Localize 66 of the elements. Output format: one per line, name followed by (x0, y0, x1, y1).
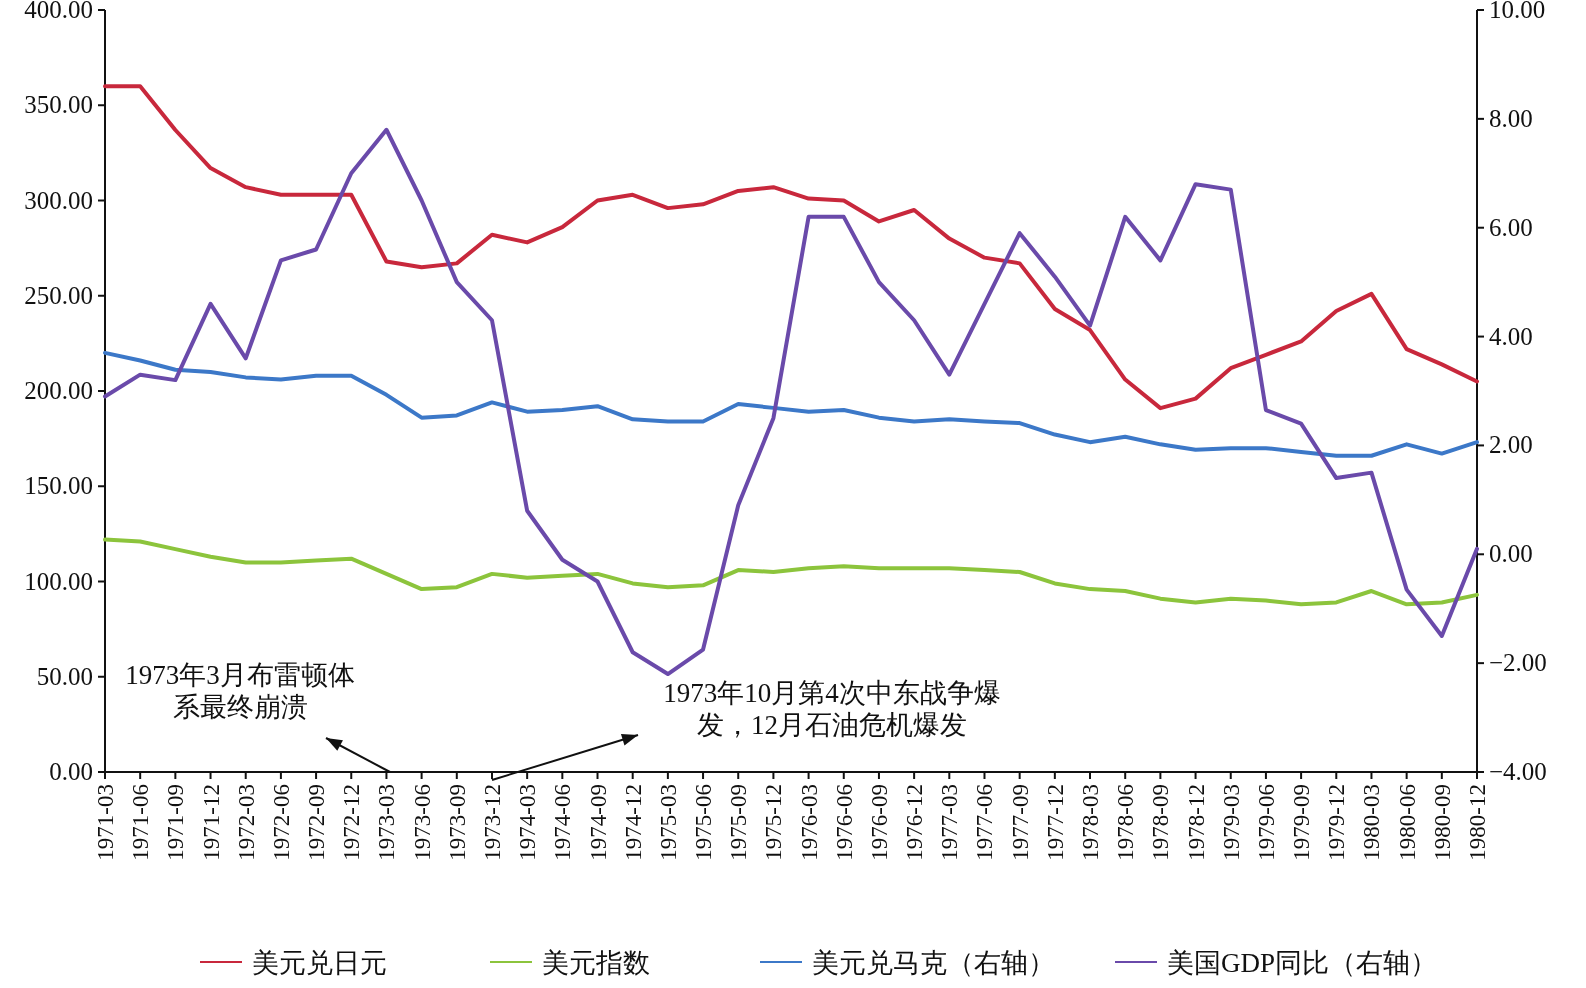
y-tick-label: 250.00 (24, 281, 93, 309)
x-tick-label: 1974-12 (620, 784, 646, 861)
x-tick-label: 1975-12 (761, 784, 787, 861)
legend-label: 美元兑日元 (252, 948, 387, 978)
x-tick-label: 1971-09 (163, 784, 189, 861)
y2-tick-label: −2.00 (1489, 649, 1547, 677)
x-tick-label: 1973-12 (479, 784, 505, 861)
x-tick-label: 1972-12 (339, 784, 365, 861)
x-tick-label: 1972-06 (268, 784, 294, 861)
y2-tick-label: 0.00 (1489, 540, 1533, 568)
y-tick-label: 400.00 (24, 0, 93, 23)
y2-tick-label: 4.00 (1489, 322, 1533, 350)
y2-tick-label: 10.00 (1489, 0, 1546, 23)
line-series (103, 350, 1479, 458)
x-tick-label: 1979-06 (1253, 784, 1279, 861)
y2-tick-label: −4.00 (1489, 758, 1547, 785)
x-tick-label: 1977-12 (1042, 784, 1068, 861)
x-tick-label: 1975-09 (726, 784, 752, 861)
x-tick-label: 1973-06 (409, 784, 435, 861)
annotation: 1973年10月第4次中东战争爆发，12月石油危机爆发 (663, 678, 1001, 740)
annotation: 1973年3月布雷顿体系最终崩溃 (125, 660, 355, 722)
x-tick-label: 1980-06 (1394, 784, 1420, 861)
x-tick-label: 1980-12 (1465, 784, 1490, 861)
x-tick-label: 1976-12 (902, 784, 928, 861)
y-tick-label: 350.00 (24, 91, 93, 119)
x-tick-label: 1978-09 (1148, 784, 1174, 861)
x-tick-label: 1972-03 (233, 784, 259, 861)
line-series (103, 537, 1479, 607)
y2-tick-label: 6.00 (1489, 213, 1533, 241)
x-tick-label: 1977-09 (1007, 784, 1033, 861)
y-tick-label: 300.00 (24, 186, 93, 214)
x-tick-label: 1974-06 (550, 784, 576, 861)
x-tick-label: 1976-06 (831, 784, 857, 861)
x-tick-label: 1978-06 (1113, 784, 1139, 861)
x-tick-label: 1979-12 (1324, 784, 1350, 861)
x-tick-label: 1973-09 (444, 784, 470, 861)
x-tick-label: 1975-06 (691, 784, 717, 861)
y-tick-label: 100.00 (24, 567, 93, 595)
x-tick-label: 1977-03 (937, 784, 963, 861)
x-tick-label: 1979-03 (1218, 784, 1244, 861)
y2-tick-label: 8.00 (1489, 104, 1533, 132)
x-tick-label: 1980-03 (1359, 784, 1385, 861)
x-tick-label: 1980-09 (1429, 784, 1455, 861)
x-tick-label: 1977-06 (972, 784, 998, 861)
y-tick-label: 200.00 (24, 377, 93, 404)
x-tick-label: 1976-09 (866, 784, 892, 861)
x-tick-label: 1976-03 (796, 784, 822, 861)
x-tick-label: 1974-09 (585, 784, 611, 861)
x-tick-label: 1978-03 (1078, 784, 1104, 861)
x-tick-label: 1979-09 (1289, 784, 1315, 861)
y2-tick-label: 2.00 (1489, 431, 1533, 459)
y-tick-label: 150.00 (24, 472, 93, 500)
x-tick-label: 1972-09 (304, 784, 330, 861)
x-tick-label: 1973-03 (374, 784, 400, 861)
y-tick-label: 50.00 (36, 662, 93, 690)
x-tick-label: 1971-03 (93, 784, 118, 861)
line-series (103, 84, 1479, 411)
y-tick-label: 0.00 (49, 758, 93, 785)
legend-label: 美元兑马克（右轴） (812, 948, 1055, 978)
x-tick-label: 1974-03 (515, 784, 541, 861)
x-tick-label: 1971-06 (128, 784, 154, 861)
x-tick-label: 1975-03 (655, 784, 681, 861)
legend-label: 美元指数 (542, 948, 650, 978)
legend-label: 美国GDP同比（右轴） (1167, 948, 1438, 978)
x-tick-label: 1971-12 (198, 784, 224, 861)
x-tick-label: 1978-12 (1183, 784, 1209, 861)
